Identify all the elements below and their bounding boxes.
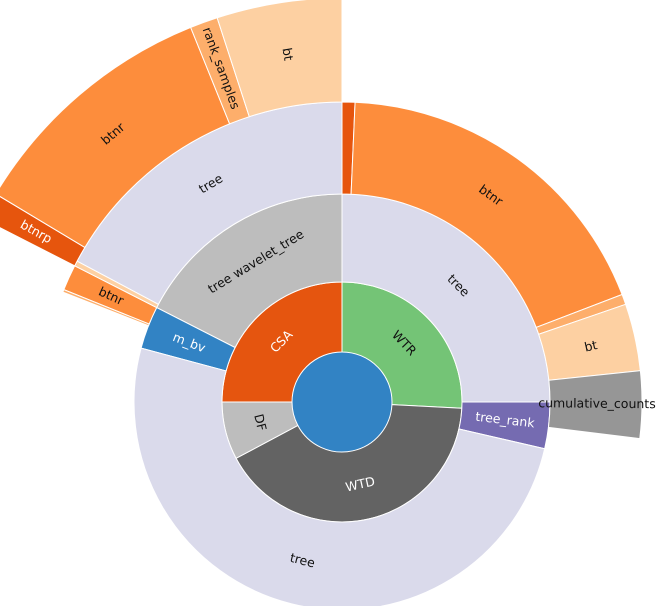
arc-csa-thin-b: [62, 288, 150, 327]
arc-wtd-tree: [133, 347, 546, 606]
arc-csa-bt: [216, 0, 343, 118]
label-wtr-cumulative: cumulative_counts: [538, 395, 656, 411]
label-df: DF: [251, 412, 270, 432]
label-csa-bt: bt: [280, 47, 297, 62]
arc-csa-mbv: [140, 306, 236, 372]
label-wtr-tree-bt: bt: [583, 337, 599, 354]
sunburst-arcs: [0, 0, 643, 606]
label-wtd-tree: tree: [289, 550, 317, 571]
label-wtd: WTD: [344, 473, 376, 494]
arc-wtr-cumulative: [547, 370, 643, 440]
label-wtr-rank: tree_rank: [475, 409, 536, 431]
center-disc: [292, 352, 392, 452]
